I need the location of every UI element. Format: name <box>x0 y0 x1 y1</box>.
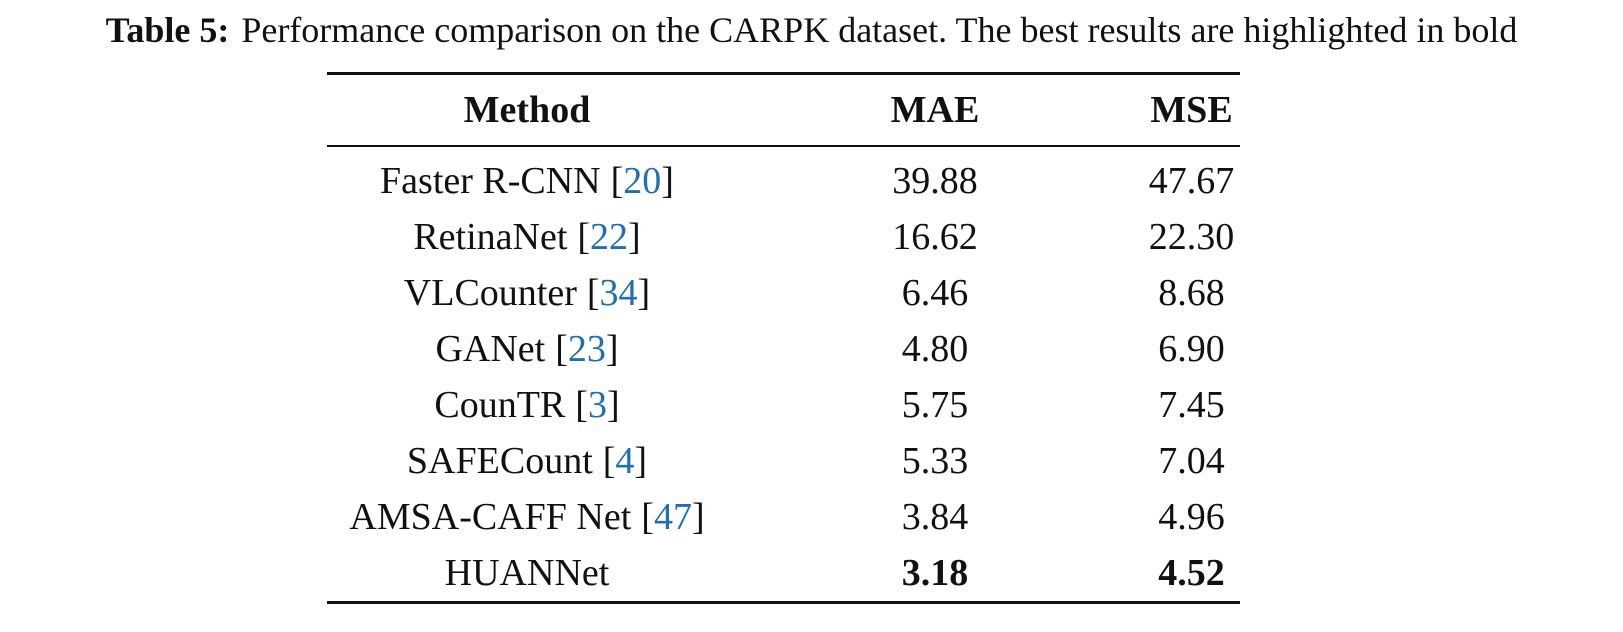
method-cell: HUANNet <box>327 545 727 603</box>
method-name: RetinaNet <box>413 216 568 258</box>
mae-cell: 39.88 <box>892 160 978 202</box>
method-name: SAFECount <box>406 440 593 482</box>
table-row: CounTR3 5.75 7.45 <box>327 377 1240 433</box>
method-name: GANet <box>435 328 546 370</box>
column-header: MAE <box>890 89 980 131</box>
column-header: Method <box>463 89 591 131</box>
mae-cell: 5.33 <box>901 440 969 482</box>
mae-cell: 3.84 <box>901 496 969 538</box>
table-caption: Table 5: Performance comparison on the CA… <box>0 8 1623 52</box>
table-row: GANet23 4.80 6.90 <box>327 321 1240 377</box>
caption-label: Table 5: <box>105 10 230 50</box>
mse-cell: 7.04 <box>1158 440 1225 482</box>
method-cell: Faster R-CNN20 <box>327 146 727 209</box>
mse-cell: 22.30 <box>1148 216 1235 258</box>
citation: 4 <box>593 440 647 482</box>
method-cell: CounTR3 <box>327 377 727 433</box>
mae-cell: 16.62 <box>892 216 978 258</box>
method-cell: SAFECount4 <box>327 433 727 489</box>
mse-cell: 47.67 <box>1148 160 1235 202</box>
table-row: RetinaNet22 16.62 22.30 <box>327 209 1240 265</box>
mae-cell: 6.46 <box>901 272 969 314</box>
table-row: Faster R-CNN20 39.88 47.67 <box>327 146 1240 209</box>
table-body: Faster R-CNN20 39.88 47.67 RetinaNet22 16.62… <box>327 146 1240 603</box>
column-header: MSE <box>1150 89 1233 131</box>
citation: 20 <box>601 160 674 202</box>
mse-cell: 7.45 <box>1158 384 1225 426</box>
method-cell: RetinaNet22 <box>327 209 727 265</box>
method-name: CounTR <box>434 384 566 426</box>
mse-cell: 8.68 <box>1158 272 1225 314</box>
citation: 22 <box>567 216 640 258</box>
table-row: VLCounter34 6.46 8.68 <box>327 265 1240 321</box>
method-cell: AMSA-CAFF Net47 <box>327 489 727 545</box>
method-name: VLCounter <box>403 272 577 314</box>
mae-cell: 3.18 <box>901 552 969 594</box>
citation: 3 <box>565 384 619 426</box>
header-row: Method MAE MSE <box>327 73 1240 146</box>
table-row: SAFECount4 5.33 7.04 <box>327 433 1240 489</box>
mse-cell: 6.90 <box>1158 328 1225 370</box>
table-row: HUANNet 3.18 4.52 <box>327 545 1240 603</box>
method-cell: GANet23 <box>327 321 727 377</box>
results-table: Method MAE MSE Faster R-CNN20 39.88 47.67 Ret… <box>327 72 1240 604</box>
method-cell: VLCounter34 <box>327 265 727 321</box>
citation: 34 <box>577 272 650 314</box>
table-header: Method MAE MSE <box>327 73 1240 146</box>
citation: 23 <box>545 328 618 370</box>
table-row: AMSA-CAFF Net47 3.84 4.96 <box>327 489 1240 545</box>
mse-cell: 4.96 <box>1158 496 1225 538</box>
mse-cell: 4.52 <box>1158 552 1225 594</box>
citation: 47 <box>631 496 704 538</box>
mae-cell: 4.80 <box>901 328 969 370</box>
caption-text: Performance comparison on the CARPK data… <box>241 10 1518 50</box>
method-name: AMSA-CAFF Net <box>349 496 632 538</box>
mae-cell: 5.75 <box>901 384 969 426</box>
method-name: Faster R-CNN <box>380 160 601 202</box>
method-name: HUANNet <box>444 552 610 594</box>
